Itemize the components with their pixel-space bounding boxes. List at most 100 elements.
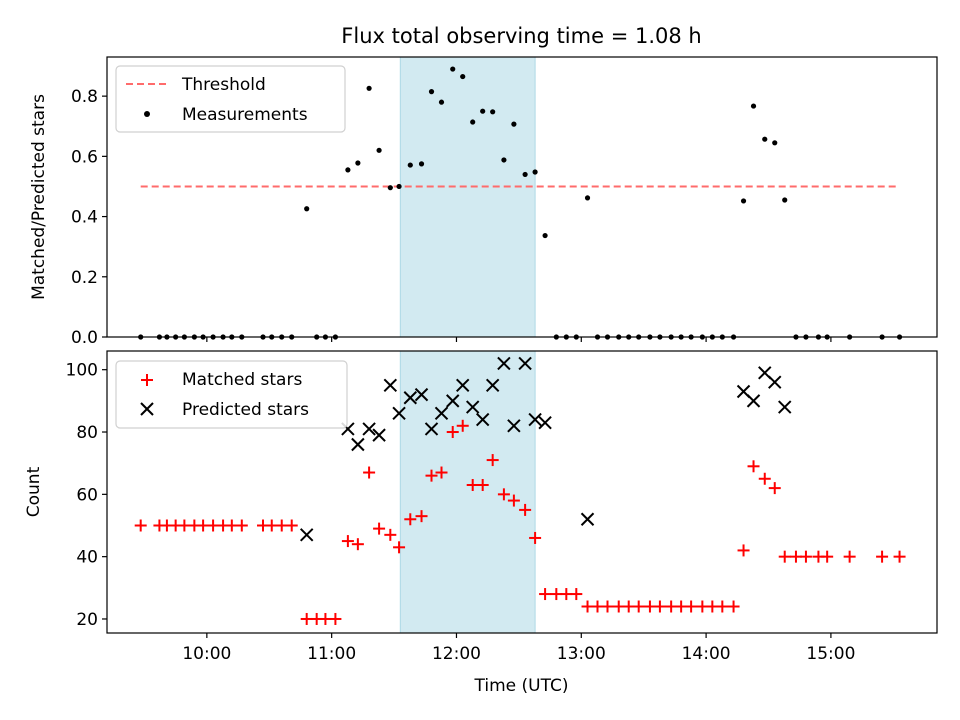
measurement-point <box>366 85 372 91</box>
matched-star-point <box>601 600 614 613</box>
x-tick-label: 13:00 <box>557 644 606 664</box>
legend-matched-label: Matched stars <box>182 370 302 390</box>
matched-star-point <box>363 466 376 479</box>
matched-star-point <box>632 600 645 613</box>
matched-star-point <box>446 426 459 439</box>
matched-star-point <box>727 600 740 613</box>
measurement-point <box>782 197 788 203</box>
matched-star-point <box>716 600 729 613</box>
matched-star-point <box>384 528 397 541</box>
matched-star-point <box>893 550 906 563</box>
legend-predicted-swatch <box>140 402 154 416</box>
predicted-star-point <box>424 422 439 436</box>
matched-star-point <box>285 519 298 532</box>
measurement-point <box>355 160 361 166</box>
predicted-star-point <box>538 415 552 430</box>
predicted-star-point <box>299 528 314 542</box>
x-tick-label: 15:00 <box>806 644 855 664</box>
predicted-star-point <box>507 419 521 433</box>
measurement-point <box>304 206 310 212</box>
legend-measurements-label: Measurements <box>182 105 308 125</box>
matched-star-point <box>373 522 386 535</box>
predicted-star-point <box>778 400 792 414</box>
measurement-point <box>542 232 548 239</box>
measurement-point <box>490 109 496 115</box>
matched-star-point <box>329 612 342 625</box>
matched-star-point <box>507 494 520 507</box>
count-y-tick-label: 80 <box>76 423 98 443</box>
chart-title: Flux total observing time = 1.08 h <box>341 24 701 48</box>
matched-star-point <box>539 588 552 601</box>
measurement-point <box>480 108 486 114</box>
predicted-star-point <box>456 378 470 392</box>
measurement-point <box>418 161 425 167</box>
ratio-legend: Threshold Measurements <box>115 65 346 133</box>
matched-star-point <box>768 482 781 495</box>
predicted-star-point <box>580 512 595 526</box>
predicted-star-point <box>485 378 500 392</box>
ratio-panel: 0.00.20.40.60.8 Matched/Predicted stars … <box>29 56 938 348</box>
count-y-tick-label: 20 <box>76 610 98 630</box>
ratio-legend-box <box>115 65 346 133</box>
legend-measurements-swatch <box>144 111 150 117</box>
ratio-y-tick-label: 0.4 <box>71 208 98 228</box>
measurement-point <box>750 103 757 109</box>
predicted-star-point <box>446 394 460 408</box>
predicted-star-point <box>434 406 449 421</box>
matched-star-point <box>497 488 510 501</box>
measurement-point <box>407 162 413 168</box>
x-axis-label: Time (UTC) <box>474 676 569 696</box>
ratio-y-tick-label: 0.8 <box>71 87 98 107</box>
measurement-point <box>470 119 476 125</box>
matched-star-point <box>821 550 834 563</box>
predicted-star-point <box>392 406 406 421</box>
measurement-point <box>532 169 538 175</box>
x-tick-label: 11:00 <box>307 644 356 664</box>
matched-star-point <box>351 538 364 551</box>
ratio-panel-frame <box>106 56 938 338</box>
matched-star-point <box>404 513 417 526</box>
predicted-star-point <box>372 428 386 442</box>
count-y-tick-label: 100 <box>66 361 98 381</box>
matched-star-point <box>758 472 771 485</box>
count-legend-box <box>115 360 348 429</box>
matched-star-point <box>486 454 499 467</box>
predicted-star-point <box>403 391 418 405</box>
predicted-star-point <box>362 422 376 436</box>
x-tick-label: 12:00 <box>432 644 481 664</box>
matched-star-point <box>747 460 760 473</box>
ratio-y-axis-label: Matched/Predicted stars <box>29 94 49 300</box>
ratio-highlight-span <box>399 56 536 338</box>
x-tick-label: 10:00 <box>182 644 231 664</box>
matched-star-point <box>876 550 889 563</box>
matched-star-point <box>415 510 428 523</box>
count-highlight-span <box>399 350 536 634</box>
measurement-point <box>501 157 507 163</box>
matched-star-point <box>235 519 248 532</box>
matched-star-point <box>737 544 750 557</box>
matched-star-point <box>570 588 583 601</box>
count-legend: Matched stars Predicted stars <box>115 360 348 429</box>
matched-star-point <box>843 550 856 563</box>
measurement-point <box>511 121 517 127</box>
predicted-star-point <box>475 412 490 427</box>
measurement-point <box>740 198 747 204</box>
matched-star-point <box>341 535 354 548</box>
measurement-point <box>450 66 456 72</box>
legend-threshold-label: Threshold <box>181 75 266 95</box>
measurement-point <box>376 147 382 153</box>
matched-star-point <box>435 466 448 479</box>
measurement-point <box>762 136 768 142</box>
matched-star-point <box>519 503 532 516</box>
predicted-star-point <box>746 394 761 408</box>
predicted-star-point <box>351 437 365 452</box>
measurement-point <box>438 99 445 105</box>
predicted-star-point <box>518 356 532 371</box>
measurement-point <box>584 195 591 201</box>
matched-star-point <box>134 519 147 532</box>
measurement-point <box>428 89 435 95</box>
count-panel: 20 40 60 80 100 10:00 11:00 12:00 13:00 14:00 15:… <box>24 350 938 696</box>
predicted-star-point <box>497 356 511 371</box>
predicted-star-point <box>768 375 782 389</box>
